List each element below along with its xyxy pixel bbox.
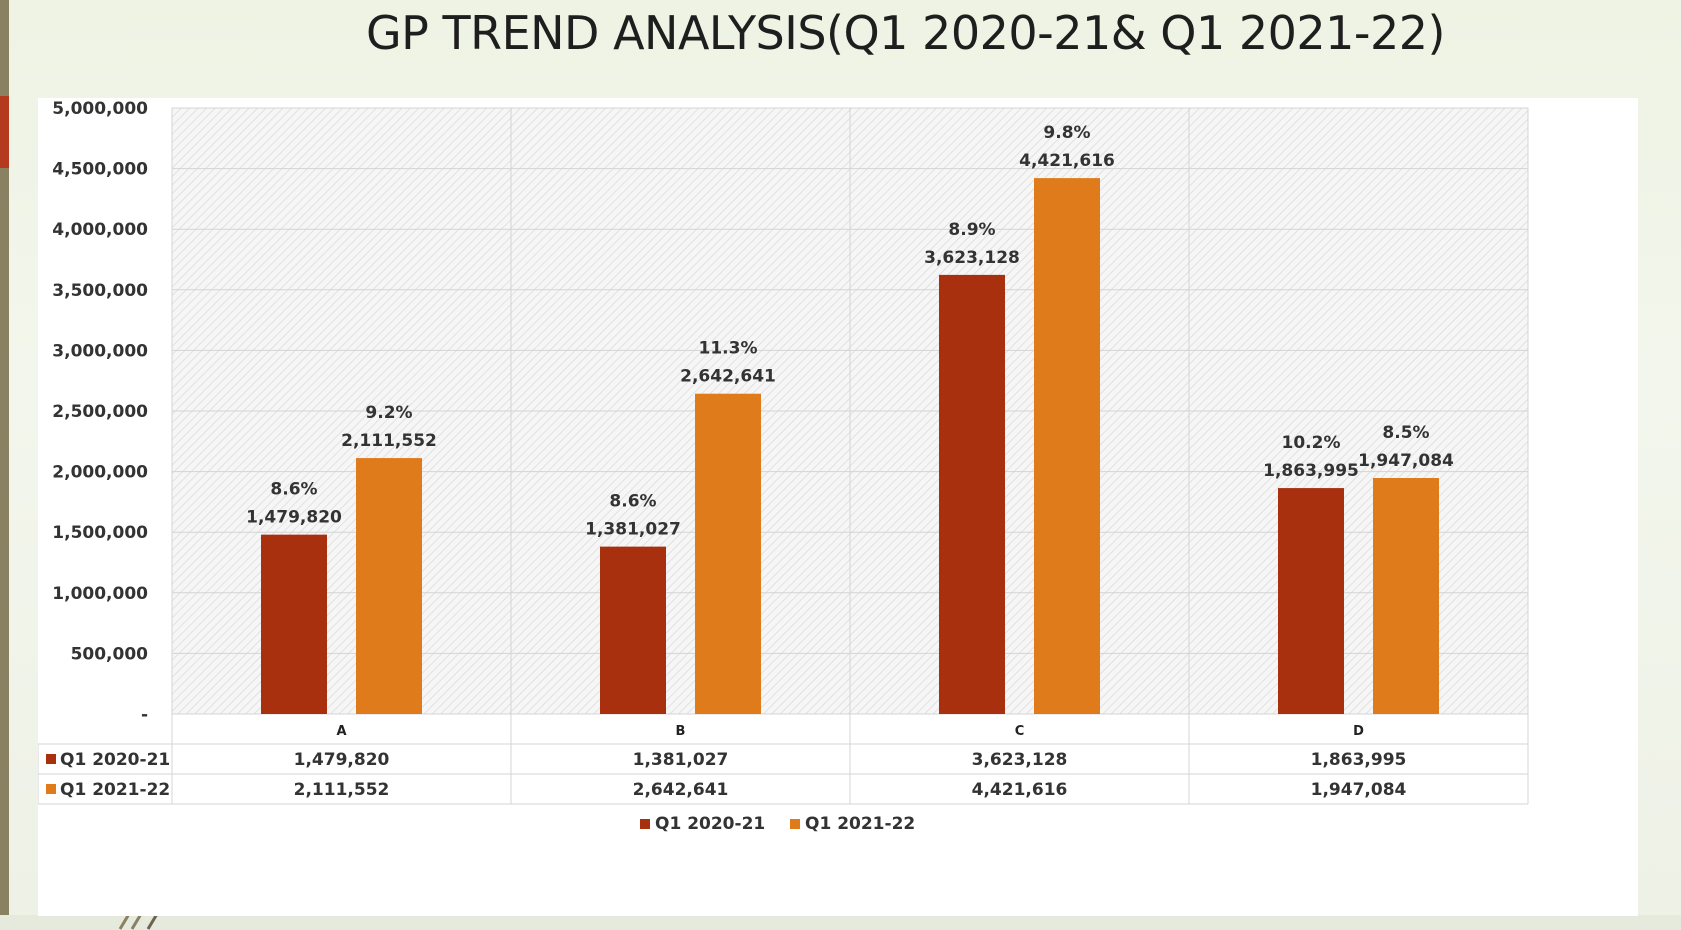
bar: [261, 534, 327, 714]
bar: [600, 546, 666, 714]
bar: [695, 393, 761, 714]
y-tick-label: 2,000,000: [52, 463, 148, 483]
left-accent-bar: [0, 96, 9, 168]
percent-label: 9.2%: [365, 403, 412, 423]
y-tick-label: 500,000: [71, 644, 149, 664]
y-tick-label: 4,000,000: [52, 220, 148, 240]
table-series-name: Q1 2020-21: [60, 750, 170, 770]
gridlines: [171, 107, 1529, 804]
slide-title: GP TREND ANALYSIS(Q1 2020-21& Q1 2021-22…: [366, 6, 1446, 60]
legend-label: Q1 2020-21: [655, 814, 765, 834]
y-tick-label: 5,000,000: [52, 99, 148, 119]
value-label: 1,479,820: [246, 508, 342, 528]
value-label: 4,421,616: [1019, 151, 1115, 171]
value-label: 2,111,552: [341, 431, 437, 451]
table-cell: 3,623,128: [972, 750, 1068, 770]
y-tick-label: 4,500,000: [52, 160, 148, 180]
table-cell: 2,111,552: [294, 780, 390, 800]
percent-label: 10.2%: [1282, 433, 1341, 453]
y-tick-label: -: [141, 705, 148, 725]
value-label: 1,947,084: [1358, 451, 1454, 471]
table-series-swatch: [46, 754, 56, 764]
category-label: B: [676, 724, 686, 739]
bars: [261, 178, 1439, 714]
bar: [1373, 478, 1439, 714]
value-label: 1,863,995: [1263, 461, 1359, 481]
category-label: A: [336, 724, 346, 739]
bar: [1278, 488, 1344, 714]
left-decor-strip: [0, 0, 9, 930]
percent-label: 8.5%: [1382, 423, 1429, 443]
table-cell: 2,642,641: [633, 780, 729, 800]
percent-label: 8.6%: [270, 480, 317, 500]
legend: Q1 2020-21 Q1 2021-22: [640, 814, 915, 834]
legend-swatch: [790, 819, 800, 829]
y-tick-label: 1,500,000: [52, 523, 148, 543]
chart-container: - 500,000 1,000,000 1,500,000 2,000,000 2,500…: [38, 98, 1638, 916]
value-label: 2,642,641: [680, 367, 776, 387]
bar: [356, 458, 422, 714]
table-cell: 1,381,027: [633, 750, 729, 770]
y-axis-ticks: - 500,000 1,000,000 1,500,000 2,000,000 2,500…: [52, 99, 148, 725]
value-label: 3,623,128: [924, 248, 1020, 268]
data-labels: 1,479,820 8.6% 2,111,552 9.2% 1,381,027 8.6% 2…: [246, 123, 1454, 540]
table-cell: 1,863,995: [1311, 750, 1407, 770]
bar: [939, 274, 1005, 714]
data-table: Q1 2020-21 1,479,820 1,381,027 3,623,128 1,8…: [38, 743, 1528, 805]
gp-trend-chart: - 500,000 1,000,000 1,500,000 2,000,000 2,500…: [38, 99, 1529, 834]
percent-label: 11.3%: [699, 339, 758, 359]
y-tick-label: 1,000,000: [52, 584, 148, 604]
value-label: 1,381,027: [585, 520, 681, 540]
table-cell: 1,479,820: [294, 750, 390, 770]
table-series-swatch: [46, 784, 56, 794]
legend-label: Q1 2021-22: [805, 814, 915, 834]
y-tick-label: 3,500,000: [52, 281, 148, 301]
y-tick-label: 2,500,000: [52, 402, 148, 422]
percent-label: 9.8%: [1043, 123, 1090, 143]
category-labels: A B C D: [336, 724, 1364, 739]
table-series-name: Q1 2021-22: [60, 780, 170, 800]
legend-swatch: [640, 819, 650, 829]
table-cell: 4,421,616: [972, 780, 1068, 800]
category-label: D: [1353, 724, 1364, 739]
percent-label: 8.6%: [609, 492, 656, 512]
bar: [1034, 178, 1100, 714]
category-label: C: [1015, 724, 1025, 739]
y-tick-label: 3,000,000: [52, 341, 148, 361]
percent-label: 8.9%: [948, 220, 995, 240]
bottom-decor-band: [0, 915, 1681, 930]
table-cell: 1,947,084: [1311, 780, 1407, 800]
